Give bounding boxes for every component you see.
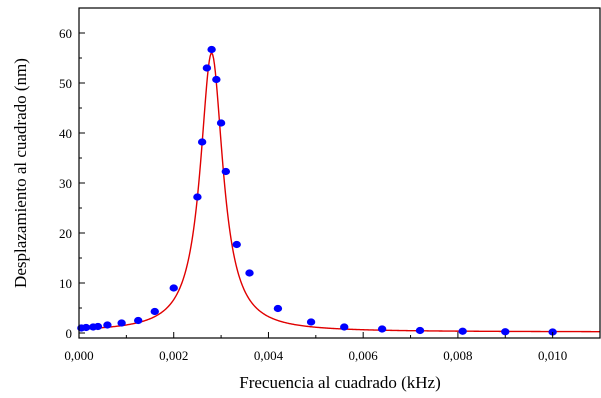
data-point [207, 45, 216, 54]
data-point [221, 167, 231, 176]
data-point [340, 323, 349, 331]
data-point [134, 316, 143, 325]
data-point [415, 326, 425, 335]
data-point [81, 323, 91, 332]
y-tick-label: 10 [59, 276, 72, 291]
y-tick-label: 30 [59, 176, 72, 191]
y-axis-label: Desplazamiento al cuadrado (nm) [11, 58, 30, 288]
plot-frame [78, 7, 601, 339]
data-point [193, 193, 202, 201]
x-tick-label: 0,010 [538, 348, 567, 363]
x-tick-label: 0,002 [159, 348, 188, 363]
data-point [150, 307, 159, 316]
data-point [232, 240, 241, 249]
y-tick-label: 20 [59, 226, 72, 241]
data-point [216, 119, 226, 127]
x-tick-label: 0,000 [64, 348, 93, 363]
x-tick-label: 0,006 [349, 348, 379, 363]
y-tick-label: 40 [59, 126, 72, 141]
data-point [93, 322, 103, 331]
data-point [202, 64, 212, 72]
plot-area [77, 45, 600, 336]
x-tick-label: 0,004 [254, 348, 284, 363]
data-point [169, 284, 178, 292]
data-point [212, 75, 221, 84]
data-point [501, 328, 510, 336]
data-point [103, 321, 112, 329]
data-point [245, 269, 254, 277]
data-point [117, 319, 126, 327]
data-point [273, 304, 283, 313]
y-tick-label: 50 [59, 76, 72, 91]
y-tick-label: 0 [66, 326, 73, 341]
x-tick-label: 0,008 [443, 348, 472, 363]
data-point [306, 318, 316, 326]
x-axis-label: Frecuencia al cuadrado (kHz) [239, 373, 441, 392]
y-tick-label: 60 [59, 26, 72, 41]
data-point [197, 138, 207, 146]
axis-ticks: 0,000 0,002 0,004 0,006 0,008 0,010 0 10 20 30 40 5… [59, 26, 567, 363]
fit-curve [78, 52, 600, 333]
data-point [377, 325, 387, 333]
data-point [458, 327, 467, 335]
